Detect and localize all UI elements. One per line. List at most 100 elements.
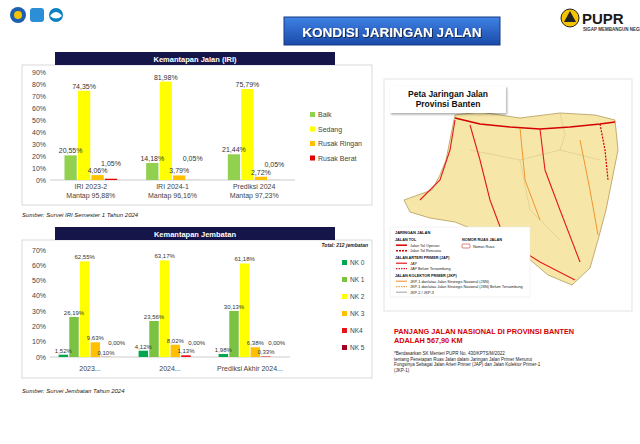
data-label: 21,44% <box>222 146 246 153</box>
legend-label: Baik <box>318 111 332 118</box>
data-label: 61,18% <box>234 256 255 262</box>
y-tick-label: 30% <box>32 141 46 148</box>
data-label: 8,02% <box>167 338 185 344</box>
x-tick-line: Prediksi Akhir 2024... <box>217 365 283 372</box>
logo-left <box>30 8 44 22</box>
title-box <box>284 17 500 45</box>
bar <box>149 321 158 357</box>
map-title: Peta Jaringan Jalan <box>408 89 488 99</box>
logo-tagline: SIGAP MEMBANGUN NEGERI <box>583 27 640 32</box>
logo-left <box>14 11 22 19</box>
map-legend-heading: NOMOR RUAS JALAN <box>462 238 502 242</box>
data-label: 1,05% <box>101 160 121 167</box>
legend-label: NK 1 <box>350 276 365 283</box>
map-legend-swatch <box>396 292 407 293</box>
bar <box>105 179 117 180</box>
bar <box>187 179 199 180</box>
legend-label: NK 5 <box>350 344 365 351</box>
data-label: 0,00% <box>108 340 126 346</box>
chart-title-bar <box>55 227 335 240</box>
map-legend-swatch <box>462 244 470 248</box>
map-road <box>600 124 608 180</box>
y-tick-label: 60% <box>32 262 46 269</box>
data-label: 62,55% <box>74 254 95 260</box>
map-legend-item: JKP-1 dan/atau Jalan Strategis Nasional … <box>410 280 490 284</box>
map-legend-title: JARINGAN JALAN <box>395 230 430 235</box>
logo-left <box>50 12 62 19</box>
map-legend-item: Nomor Ruas <box>473 245 494 249</box>
data-label: 0,05% <box>183 155 203 162</box>
y-tick-label: 50% <box>32 117 46 124</box>
data-label: 74,35% <box>72 83 96 90</box>
data-label: 75,79% <box>236 81 260 88</box>
y-tick-label: 80% <box>32 81 46 88</box>
bar <box>219 354 228 357</box>
legend-label: NK 0 <box>350 259 365 266</box>
data-label: 14,18% <box>140 155 164 162</box>
data-label: 9,63% <box>87 335 105 341</box>
map-legend-swatch <box>396 281 407 282</box>
map-legend-swatch <box>396 250 407 252</box>
map-road <box>580 140 598 235</box>
data-label: 4,06% <box>88 167 108 174</box>
x-tick-line: Prediksi 2024 <box>233 183 276 190</box>
chart-panel <box>22 240 372 378</box>
y-tick-label: 10% <box>32 338 46 345</box>
map-road <box>470 125 505 240</box>
data-label: 1,98% <box>215 347 233 353</box>
data-label: 0,05% <box>264 161 284 168</box>
bar <box>139 351 148 357</box>
chart-title: Kemantapan Jembatan <box>154 230 237 239</box>
bar <box>59 355 68 357</box>
bar <box>146 163 158 180</box>
legend-swatch <box>310 156 315 161</box>
bar <box>112 357 121 358</box>
map-road <box>420 120 455 200</box>
logo-left <box>49 8 63 22</box>
legend-label: NK 2 <box>350 293 365 300</box>
data-label: 20,55% <box>59 147 83 154</box>
x-tick-line: 2023... <box>79 365 100 372</box>
y-tick-label: 10% <box>32 165 46 172</box>
x-tick-line: IRI 2023-2 <box>74 183 107 190</box>
bar <box>261 356 270 357</box>
map-legend-item: JAP <box>410 262 417 266</box>
x-tick-line: Mantap 96,16% <box>148 192 197 200</box>
bar <box>241 89 253 180</box>
map-note: tentang Penetapan Ruas Jalan dalam Jarin… <box>394 357 533 362</box>
map-summary: ADALAH 567,90 KM <box>394 336 463 345</box>
annotation: Total: 212 jembatan <box>322 242 369 248</box>
data-label: 81,98% <box>154 74 178 81</box>
legend-swatch <box>342 277 347 282</box>
x-tick-label: IRI 2023-2Mantap 95,88% <box>66 183 115 200</box>
bar <box>181 355 190 357</box>
legend-label: Sedang <box>318 126 342 134</box>
map-note: (JKP-1) <box>394 368 410 373</box>
data-label: 4,12% <box>135 344 153 350</box>
data-label: 6,38% <box>247 340 265 346</box>
y-tick-label: 30% <box>32 308 46 315</box>
bar <box>64 155 76 180</box>
y-tick-label: 20% <box>32 153 46 160</box>
bars <box>59 260 271 357</box>
x-tick-label: 2023... <box>79 365 100 372</box>
bar <box>268 179 280 180</box>
map-legend-swatch <box>396 268 407 269</box>
data-label: 0,33% <box>257 349 275 355</box>
y-tick-label: 70% <box>32 93 46 100</box>
bar <box>91 175 103 180</box>
x-tick-label: Prediksi 2024Mantap 97,23% <box>230 183 279 200</box>
legend-swatch <box>342 345 347 350</box>
map-legend-swatch <box>396 263 407 264</box>
map-road <box>540 129 580 262</box>
map-panel <box>384 79 632 311</box>
chart-panel <box>22 65 372 205</box>
y-tick-label: 50% <box>32 277 46 284</box>
data-label: 0,10% <box>97 350 115 356</box>
legend-swatch <box>310 141 315 146</box>
map-legend-item: JKP-1 dan/atau Jalan Strategis Nasional … <box>410 285 523 289</box>
data-label: 23,56% <box>144 314 165 320</box>
logo-left <box>10 7 26 23</box>
map-legend-item: JKP-2 / JKP-3 <box>410 291 434 295</box>
y-tick-label: 20% <box>32 323 46 330</box>
